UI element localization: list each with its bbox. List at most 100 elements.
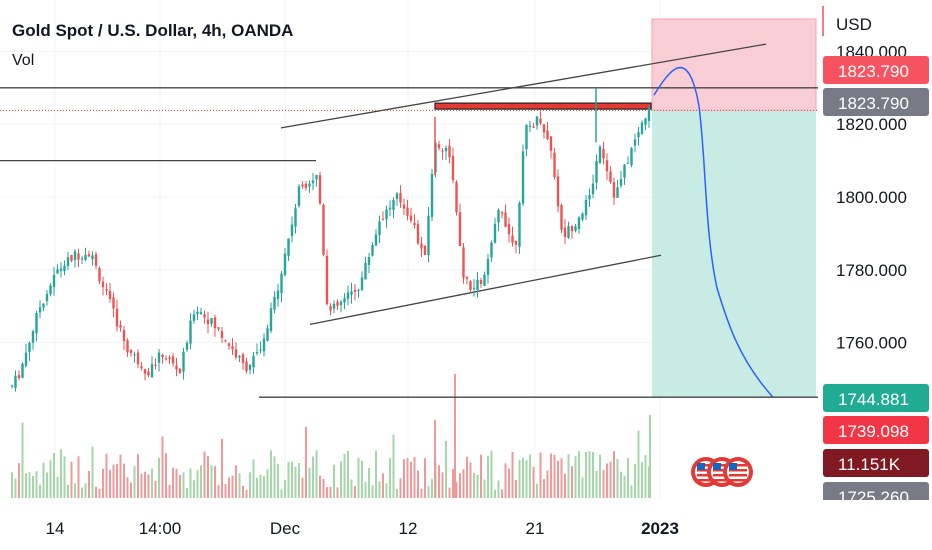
- candle-body: [245, 361, 248, 372]
- candle-body: [119, 325, 122, 328]
- volume-bar: [140, 473, 143, 498]
- candle-body: [301, 184, 304, 187]
- flag-stripe: [729, 474, 747, 477]
- volume-bar: [315, 450, 318, 498]
- candle-body: [101, 281, 105, 288]
- candle-body: [581, 213, 584, 220]
- candle-body: [542, 124, 546, 133]
- volume-bar: [235, 465, 237, 498]
- volume-bar: [224, 484, 227, 498]
- candle-body: [518, 202, 521, 247]
- candle-body: [539, 118, 542, 124]
- candle-body: [217, 327, 220, 329]
- candle-body: [504, 212, 507, 227]
- candle-body: [609, 171, 612, 183]
- volume-bar: [165, 453, 167, 498]
- volume-bar: [483, 479, 486, 498]
- volume-bar: [182, 472, 185, 498]
- candle-body: [87, 254, 91, 257]
- price-label-box: [823, 416, 929, 444]
- volume-bar: [126, 477, 129, 498]
- volume-bar: [245, 489, 248, 498]
- candle-body: [378, 221, 381, 236]
- candle-body: [294, 208, 297, 227]
- volume-bar: [158, 457, 160, 498]
- volume-bar: [543, 479, 545, 498]
- volume-bar: [560, 458, 563, 498]
- candle-body: [241, 354, 245, 363]
- volume-bar: [539, 452, 542, 498]
- volume-bar: [550, 453, 552, 498]
- candle-body: [350, 291, 353, 295]
- candle-body: [259, 349, 262, 351]
- volume-bar: [511, 451, 514, 498]
- volume-bar: [32, 475, 34, 498]
- volume-bar: [263, 476, 265, 498]
- candle-body: [395, 193, 399, 199]
- flag-stripe: [713, 479, 731, 482]
- volume-bar: [571, 466, 573, 498]
- flag-stripe: [697, 474, 715, 477]
- volume-bar: [595, 471, 598, 498]
- candle-body: [588, 194, 591, 200]
- candle-body: [318, 175, 322, 204]
- volume-bar: [284, 479, 286, 498]
- flag-stripe: [729, 479, 747, 482]
- volume-bar: [200, 465, 202, 498]
- candle-body: [458, 212, 462, 246]
- flag-stripe: [713, 469, 731, 472]
- price-label-box: [823, 384, 929, 412]
- candle-body: [392, 199, 395, 210]
- candle-body: [493, 223, 497, 243]
- candle-body: [451, 156, 455, 181]
- time-axis-bg: [0, 500, 932, 550]
- volume-bar: [151, 468, 153, 498]
- volume-bar: [329, 486, 332, 498]
- volume-bar: [287, 461, 290, 498]
- volume-bar: [144, 471, 146, 498]
- volume-bar: [28, 472, 31, 498]
- volume-bar: [116, 463, 118, 498]
- candle-body: [196, 311, 199, 314]
- candle-body: [150, 364, 154, 378]
- candle-body: [570, 226, 574, 232]
- volume-label: Vol: [12, 52, 35, 69]
- candle-body: [374, 234, 378, 246]
- candle-body: [560, 204, 563, 230]
- volume-bar: [42, 462, 45, 498]
- time-tick-label: 2023: [641, 519, 679, 538]
- volume-bar: [508, 468, 510, 498]
- volume-bar: [74, 483, 76, 498]
- volume-bar: [21, 422, 24, 498]
- candle-body: [364, 262, 367, 280]
- candle-body: [616, 187, 619, 198]
- volume-bar: [553, 454, 556, 498]
- candle-body: [311, 180, 315, 184]
- volume-bar: [172, 467, 174, 498]
- volume-bar: [609, 461, 612, 498]
- candle-body: [24, 352, 28, 366]
- volume-bar: [56, 477, 59, 498]
- volume-readout-text: 11.151K: [838, 455, 901, 474]
- flag-stripe: [697, 469, 715, 472]
- volume-bar: [448, 487, 451, 498]
- candle-body: [143, 369, 147, 374]
- volume-bar: [392, 434, 395, 498]
- volume-bar: [63, 456, 66, 498]
- volume-bar: [504, 463, 507, 498]
- candle-body: [210, 318, 213, 324]
- volume-bar: [606, 463, 608, 498]
- candle-body: [591, 183, 595, 195]
- candle-body: [476, 279, 479, 291]
- volume-bar: [522, 457, 524, 498]
- candles: [10, 87, 651, 392]
- candle-body: [276, 290, 280, 299]
- candle-body: [84, 254, 87, 260]
- volume-bar: [424, 458, 426, 498]
- volume-bar: [644, 455, 647, 498]
- candle-body: [563, 227, 567, 237]
- volume-bar: [357, 457, 360, 498]
- volume-bar: [102, 468, 104, 498]
- candle-body: [315, 175, 318, 180]
